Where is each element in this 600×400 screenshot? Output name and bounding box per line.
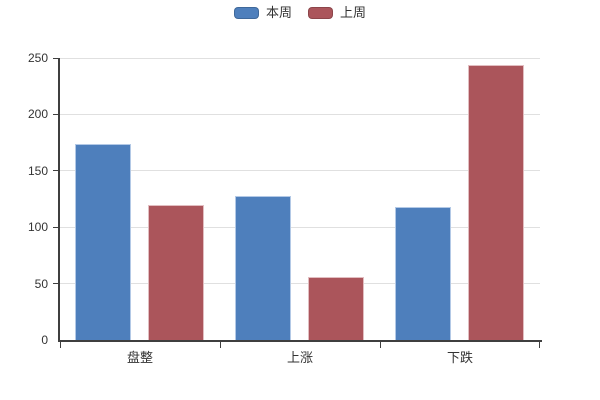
bar-series1-cat1 xyxy=(308,276,364,340)
gridline-200 xyxy=(60,113,540,115)
legend: 本周 上周 xyxy=(0,6,600,20)
gridline-150 xyxy=(60,170,540,172)
y-tick-label-0: 0 xyxy=(41,333,48,347)
bar-series1-cat2 xyxy=(468,64,524,340)
legend-label-last-week: 上周 xyxy=(340,5,367,20)
x-axis xyxy=(58,340,542,342)
legend-marker-last-week xyxy=(308,7,333,19)
legend-item-this-week[interactable]: 本周 xyxy=(233,5,292,20)
x-tick-1 xyxy=(220,342,221,348)
y-tick-label-250: 250 xyxy=(27,51,48,65)
y-tick-label-100: 100 xyxy=(27,220,48,235)
y-tick-label-150: 150 xyxy=(27,163,48,178)
y-tick-150 xyxy=(53,170,58,172)
y-tick-100 xyxy=(53,226,58,228)
bar-series0-cat2 xyxy=(395,206,451,340)
x-category-label-1: 上涨 xyxy=(286,350,313,365)
x-tick-2 xyxy=(380,342,381,348)
y-tick-label-50: 50 xyxy=(34,276,48,291)
bar-series1-cat0 xyxy=(148,204,204,340)
legend-marker-this-week xyxy=(233,7,259,19)
plot-area: 0 50 100 150 200 250 盘整 上涨 下跌 xyxy=(28,51,542,365)
x-tick-0 xyxy=(60,342,61,348)
gridline-250 xyxy=(60,57,540,59)
x-tick-3 xyxy=(539,342,540,348)
y-tick-label-200: 200 xyxy=(27,107,48,122)
gridline-100 xyxy=(60,226,540,228)
bar-series0-cat1 xyxy=(235,195,291,340)
x-category-label-2: 下跌 xyxy=(446,350,473,365)
legend-label-this-week: 本周 xyxy=(265,5,292,20)
y-tick-250 xyxy=(53,57,58,59)
y-tick-50 xyxy=(53,283,58,285)
gridline-50 xyxy=(60,283,540,285)
y-axis xyxy=(58,58,60,342)
bar-series0-cat0 xyxy=(75,143,131,340)
x-category-label-0: 盘整 xyxy=(126,350,153,365)
legend-item-last-week[interactable]: 上周 xyxy=(308,6,366,20)
y-tick-200 xyxy=(53,113,58,115)
